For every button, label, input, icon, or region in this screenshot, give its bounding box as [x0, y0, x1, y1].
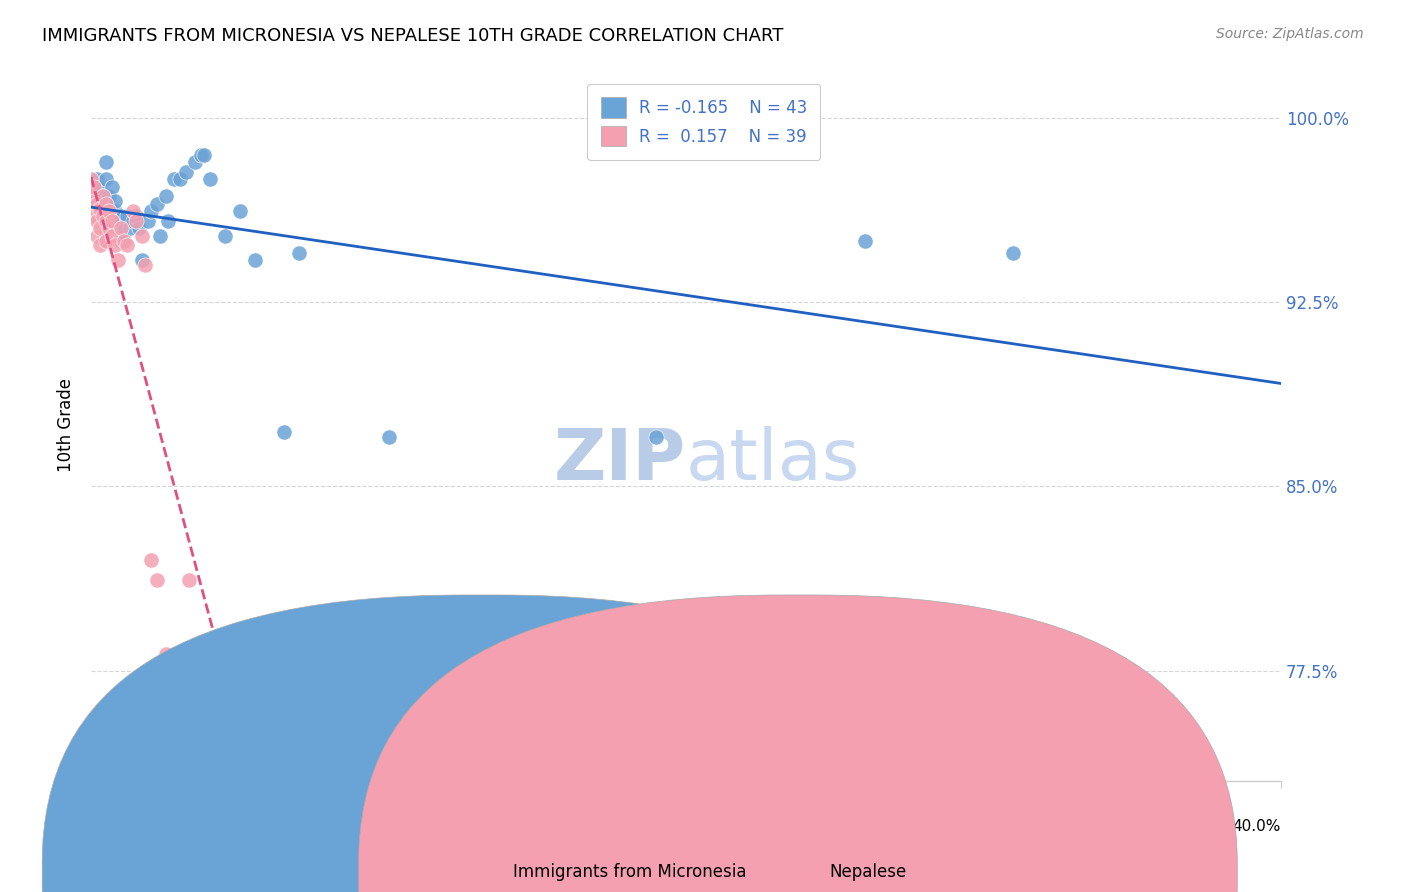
Point [86, 196, 108, 211]
Point [214, 228, 236, 243]
Point [121, 204, 143, 219]
Point [107, 253, 129, 268]
Point [853, 234, 876, 248]
Point [190, 147, 212, 161]
Point [288, 245, 311, 260]
Point [193, 147, 215, 161]
Point [101, 214, 124, 228]
Point [229, 696, 252, 710]
Point [98, 209, 121, 223]
Point [118, 221, 141, 235]
Point [115, 238, 138, 252]
Point [377, 430, 399, 444]
Point [131, 228, 153, 243]
Point [157, 214, 180, 228]
Point [112, 234, 135, 248]
Point [134, 258, 156, 272]
Point [243, 253, 266, 268]
Point [243, 706, 266, 720]
Point [98, 189, 121, 203]
Point [198, 172, 221, 186]
Point [163, 172, 186, 186]
Text: Nepalese: Nepalese [830, 863, 907, 881]
Point [94, 155, 117, 169]
Point [98, 221, 121, 235]
Point [131, 253, 153, 268]
Point [110, 234, 132, 248]
Point [110, 209, 132, 223]
Point [169, 172, 191, 186]
Text: 0.0%: 0.0% [91, 819, 129, 834]
Text: ZIP: ZIP [554, 426, 686, 495]
Point [125, 209, 148, 223]
Point [101, 214, 124, 228]
Text: 40.0%: 40.0% [1233, 819, 1281, 834]
Point [145, 573, 167, 587]
Point [101, 179, 124, 194]
Point [91, 189, 114, 203]
Point [112, 234, 135, 248]
Point [136, 214, 159, 228]
Point [163, 657, 186, 671]
Point [179, 573, 201, 587]
Point [83, 209, 105, 223]
Point [176, 165, 198, 179]
Point [139, 204, 162, 219]
Point [110, 221, 132, 235]
Point [94, 234, 117, 248]
Point [107, 221, 129, 235]
Point [104, 194, 127, 209]
Point [148, 228, 170, 243]
Point [198, 657, 221, 671]
Point [94, 214, 117, 228]
Text: Source: ZipAtlas.com: Source: ZipAtlas.com [1216, 27, 1364, 41]
Point [214, 671, 236, 685]
Legend: R = -0.165    N = 43, R =  0.157    N = 39: R = -0.165 N = 43, R = 0.157 N = 39 [588, 84, 821, 160]
Point [128, 221, 150, 235]
Point [89, 221, 111, 235]
Point [155, 189, 177, 203]
Point [145, 196, 167, 211]
Point [169, 657, 191, 671]
Point [94, 196, 117, 211]
Point [115, 209, 138, 223]
Y-axis label: 10th Grade: 10th Grade [58, 378, 75, 472]
Point [184, 155, 207, 169]
Point [139, 553, 162, 567]
Point [83, 179, 105, 194]
Point [86, 214, 108, 228]
Point [104, 238, 127, 252]
Point [86, 228, 108, 243]
Point [121, 214, 143, 228]
Point [91, 189, 114, 203]
Text: IMMIGRANTS FROM MICRONESIA VS NEPALESE 10TH GRADE CORRELATION CHART: IMMIGRANTS FROM MICRONESIA VS NEPALESE 1… [42, 27, 783, 45]
Point [104, 204, 127, 219]
Point [86, 172, 108, 186]
Point [155, 647, 177, 661]
Point [273, 425, 295, 440]
Point [94, 172, 117, 186]
Point [89, 179, 111, 194]
Point [89, 238, 111, 252]
Point [101, 228, 124, 243]
Point [89, 202, 111, 216]
Point [229, 204, 252, 219]
Point [1002, 245, 1025, 260]
Point [80, 189, 103, 203]
Point [91, 209, 114, 223]
Point [125, 214, 148, 228]
Text: atlas: atlas [686, 426, 860, 495]
Point [645, 430, 668, 444]
Point [98, 204, 121, 219]
Text: Immigrants from Micronesia: Immigrants from Micronesia [513, 863, 747, 881]
Point [80, 172, 103, 186]
Point [264, 720, 287, 734]
